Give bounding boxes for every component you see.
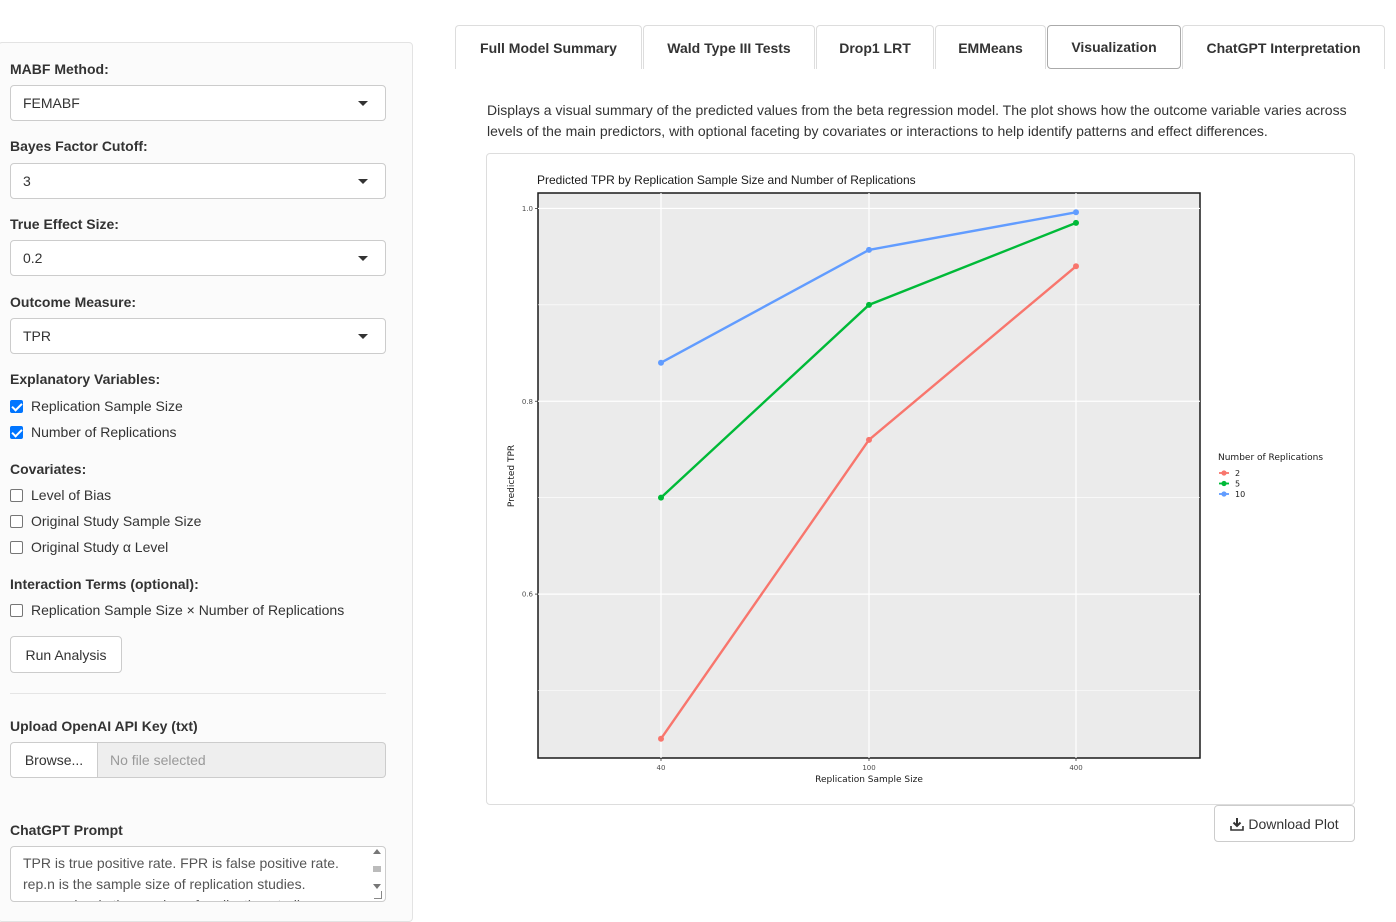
file-name-display: No file selected — [98, 742, 386, 778]
tab-visualization[interactable]: Visualization — [1047, 25, 1181, 69]
tab-chatgpt-interpretation[interactable]: ChatGPT Interpretation — [1182, 25, 1385, 69]
checkbox-unchecked[interactable] — [10, 603, 23, 617]
download-plot-button[interactable]: Download Plot — [1214, 805, 1355, 842]
scroll-down-icon[interactable] — [373, 884, 381, 889]
plot-panel — [486, 153, 1355, 805]
scroll-thumb[interactable] — [373, 866, 381, 872]
mabf-method-label: MABF Method: — [10, 61, 109, 77]
file-upload[interactable]: Browse... No file selected — [10, 742, 386, 778]
tab-drop1-lrt[interactable]: Drop1 LRT — [816, 25, 934, 69]
checkbox-label: Number of Replications — [31, 424, 177, 440]
true-effect-label: True Effect Size: — [10, 216, 119, 232]
checkbox-number-of-replications[interactable]: Number of Replications — [10, 422, 177, 442]
upload-api-key-label: Upload OpenAI API Key (txt) — [10, 718, 198, 734]
checkbox-label: Replication Sample Size × Number of Repl… — [31, 602, 345, 618]
true-effect-value: 0.2 — [23, 250, 43, 266]
true-effect-select[interactable]: 0.2 — [10, 240, 386, 276]
covariates-label: Covariates: — [10, 461, 87, 477]
run-analysis-button[interactable]: Run Analysis — [10, 636, 122, 673]
scroll-up-icon[interactable] — [373, 849, 381, 854]
checkbox-replication-sample-size[interactable]: Replication Sample Size — [10, 396, 183, 416]
chevron-down-icon — [358, 256, 368, 261]
mabf-method-value: FEMABF — [23, 95, 80, 111]
download-icon — [1230, 817, 1245, 831]
chatgpt-prompt-label: ChatGPT Prompt — [10, 822, 123, 838]
interaction-terms-label: Interaction Terms (optional): — [10, 576, 199, 592]
bf-cutoff-label: Bayes Factor Cutoff: — [10, 138, 148, 154]
chevron-down-icon — [358, 101, 368, 106]
checkbox-unchecked[interactable] — [10, 514, 23, 528]
checkbox-original-study-alpha[interactable]: Original Study α Level — [10, 537, 168, 557]
mabf-method-select[interactable]: FEMABF — [10, 85, 386, 121]
bf-cutoff-select[interactable]: 3 — [10, 163, 386, 199]
chevron-down-icon — [358, 334, 368, 339]
bf-cutoff-value: 3 — [23, 173, 31, 189]
browse-button[interactable]: Browse... — [10, 742, 98, 778]
outcome-measure-select[interactable]: TPR — [10, 318, 386, 354]
checkbox-level-of-bias[interactable]: Level of Bias — [10, 485, 111, 505]
checkbox-interaction-term[interactable]: Replication Sample Size × Number of Repl… — [10, 600, 344, 620]
checkbox-checked[interactable] — [10, 425, 23, 439]
divider — [10, 693, 386, 694]
chevron-down-icon — [358, 179, 368, 184]
checkbox-label: Replication Sample Size — [31, 398, 183, 414]
tab-emmeans[interactable]: EMMeans — [935, 25, 1046, 69]
checkbox-label: Original Study α Level — [31, 539, 169, 555]
prompt-text: TPR is true positive rate. FPR is false … — [23, 855, 339, 901]
checkbox-label: Level of Bias — [31, 487, 112, 503]
checkbox-checked[interactable] — [10, 399, 23, 413]
outcome-measure-value: TPR — [23, 328, 51, 344]
outcome-measure-label: Outcome Measure: — [10, 294, 137, 310]
visualization-description: Displays a visual summary of the predict… — [487, 102, 1347, 139]
checkbox-unchecked[interactable] — [10, 540, 23, 554]
checkbox-label: Original Study Sample Size — [31, 513, 202, 529]
tab-full-model-summary[interactable]: Full Model Summary — [455, 25, 642, 69]
checkbox-original-study-sample-size[interactable]: Original Study Sample Size — [10, 511, 201, 531]
tab-wald-type-iii-tests[interactable]: Wald Type III Tests — [643, 25, 815, 69]
explanatory-label: Explanatory Variables: — [10, 371, 161, 387]
checkbox-unchecked[interactable] — [10, 488, 23, 502]
textarea-scrollbar[interactable] — [371, 849, 383, 889]
download-plot-label: Download Plot — [1248, 815, 1339, 832]
chatgpt-prompt-textarea[interactable]: TPR is true positive rate. FPR is false … — [10, 846, 386, 902]
resize-handle-icon[interactable] — [374, 891, 382, 899]
